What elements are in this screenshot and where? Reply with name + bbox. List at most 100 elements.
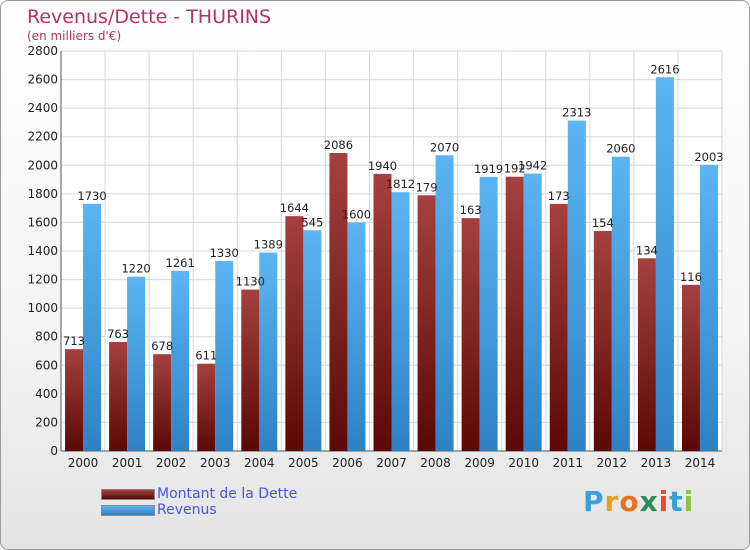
y-tick-label: 1600 (27, 215, 58, 229)
x-tick-label: 2003 (200, 456, 231, 470)
x-tick-label: 2007 (376, 456, 407, 470)
data-label-dette: 763 (107, 327, 129, 341)
data-label-dette: 1130 (236, 275, 265, 289)
y-tick-label: 2400 (27, 101, 58, 115)
bar-dette (681, 284, 700, 451)
y-tick-label: 400 (35, 387, 58, 401)
data-label-revenus: 1600 (342, 207, 371, 221)
bar-revenus (215, 261, 234, 451)
bar-dette (153, 354, 172, 451)
bar-dette (373, 173, 392, 451)
bar-dette (637, 258, 656, 451)
bar-revenus (699, 164, 718, 451)
logo-letter: i (683, 485, 695, 518)
data-label-revenus: 545 (301, 215, 323, 229)
data-label-revenus: 2060 (606, 142, 635, 156)
bar-dette (593, 231, 612, 451)
bar-revenus (611, 156, 630, 451)
bar-dette (197, 363, 216, 451)
bar-dette (461, 218, 480, 451)
legend-swatch-revenus (101, 505, 155, 516)
bar-revenus (83, 203, 102, 451)
data-label-revenus: 2070 (430, 140, 459, 154)
legend-label-revenus: Revenus (157, 502, 217, 518)
proxiti-logo: Proxiti (583, 485, 694, 518)
logo-letter: x (639, 485, 659, 518)
y-tick-label: 2800 (27, 44, 58, 58)
data-label-revenus: 1261 (166, 256, 195, 270)
bar-revenus (259, 252, 278, 451)
bar-dette (65, 349, 84, 451)
labels-layer: 0 200 400 600 800 1000 1200 1400 1600 1800 2000 220… (27, 44, 723, 470)
legend-label-dette: Montant de la Dette (157, 486, 298, 502)
x-tick-label: 2010 (508, 456, 539, 470)
bar-dette (549, 203, 568, 451)
bar-dette (329, 153, 348, 451)
logo-letter: P (583, 485, 605, 518)
data-label-revenus: 1942 (518, 159, 547, 173)
data-label-dette: 134 (636, 243, 658, 257)
x-tick-label: 2002 (156, 456, 187, 470)
x-tick-label: 2011 (552, 456, 583, 470)
chart-title: Revenus/Dette - THURINS (27, 6, 272, 28)
data-label-revenus: 1220 (121, 262, 150, 276)
x-tick-label: 2006 (332, 456, 363, 470)
bar-revenus (303, 230, 322, 451)
data-label-revenus: 1730 (77, 189, 106, 203)
data-label-dette: 678 (151, 339, 173, 353)
data-label-dette: 173 (548, 189, 570, 203)
y-tick-label: 0 (50, 444, 58, 458)
bar-revenus (479, 176, 498, 451)
data-label-revenus: 2313 (562, 106, 591, 120)
y-tick-label: 1400 (27, 244, 58, 258)
x-tick-label: 2008 (420, 456, 451, 470)
data-label-dette: 116 (680, 270, 702, 284)
y-tick-label: 200 (35, 415, 58, 429)
logo-letter: r (604, 485, 620, 518)
bars-layer (65, 77, 718, 452)
bar-revenus (523, 173, 542, 452)
y-tick-label: 1800 (27, 187, 58, 201)
x-tick-label: 2005 (288, 456, 319, 470)
x-tick-label: 2012 (597, 456, 628, 470)
data-label-revenus: 2616 (650, 62, 679, 76)
data-label-revenus: 2003 (694, 150, 723, 164)
bar-revenus (567, 120, 586, 452)
bar-revenus (435, 155, 454, 452)
bar-revenus (391, 192, 410, 451)
x-tick-label: 2000 (68, 456, 99, 470)
y-tick-label: 1200 (27, 273, 58, 287)
bar-dette (505, 176, 524, 451)
bar-revenus (655, 77, 674, 452)
data-label-dette: 611 (195, 349, 217, 363)
x-tick-label: 2013 (641, 456, 672, 470)
bar-revenus (127, 276, 146, 451)
data-label-revenus: 1812 (386, 177, 415, 191)
y-tick-label: 2000 (27, 158, 58, 172)
data-label-revenus: 1919 (474, 162, 503, 176)
data-label-dette: 2086 (324, 138, 353, 152)
bar-revenus (347, 222, 366, 451)
logo-letter: o (619, 485, 640, 518)
data-label-dette: 179 (416, 180, 438, 194)
data-label-dette: 1644 (280, 201, 309, 215)
x-tick-label: 2014 (685, 456, 716, 470)
bar-dette (417, 195, 436, 451)
y-tick-label: 1000 (27, 301, 58, 315)
data-label-revenus: 1389 (254, 238, 283, 252)
y-tick-label: 800 (35, 330, 58, 344)
y-tick-label: 2200 (27, 130, 58, 144)
x-tick-label: 2004 (244, 456, 275, 470)
logo-letter: t (669, 485, 684, 518)
bar-dette (241, 289, 260, 451)
bar-dette (109, 342, 128, 451)
bar-revenus (171, 270, 190, 451)
bar-dette (285, 216, 304, 451)
y-tick-label: 600 (35, 358, 58, 372)
data-label-dette: 713 (63, 334, 85, 348)
chart-subtitle: (en milliers d'€) (27, 29, 122, 43)
data-label-revenus: 1330 (210, 246, 239, 260)
data-label-dette: 154 (592, 216, 614, 230)
